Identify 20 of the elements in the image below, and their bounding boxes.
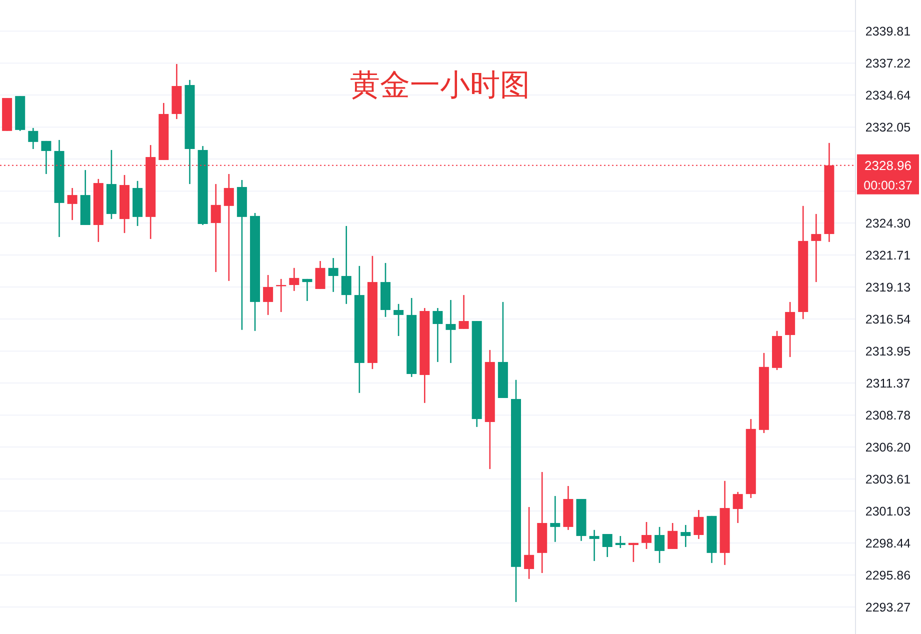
y-tick-label: 2295.86 — [865, 568, 911, 582]
y-tick-label: 2332.05 — [865, 120, 911, 135]
y-tick-label: 2311.37 — [866, 376, 910, 391]
text: 00:00:37 — [864, 178, 912, 192]
y-tick-label: 2303.61 — [865, 472, 911, 487]
y-tick-label: 2298.44 — [865, 536, 911, 551]
ref-line-label: 2328.96 — [864, 158, 912, 173]
y-tick-label: 2316.54 — [865, 312, 911, 327]
y-tick-label: 2301.03 — [865, 504, 911, 518]
y-tick-label: 2321.71 — [865, 248, 911, 263]
y-tick-label: 2313.95 — [865, 344, 911, 359]
text: 黄金一小时图 — [350, 68, 530, 103]
y-tick-label: 2324.30 — [865, 216, 911, 231]
y-tick-label: 2293.27 — [865, 600, 911, 615]
y-tick-label: 2306.20 — [865, 440, 911, 455]
y-tick-label: 2334.64 — [865, 88, 911, 103]
y-tick-label: 2339.81 — [865, 24, 911, 39]
y-tick-label: 2319.13 — [865, 280, 911, 294]
y-tick-label: 2337.22 — [865, 56, 911, 71]
y-tick-label: 2308.78 — [865, 408, 911, 423]
